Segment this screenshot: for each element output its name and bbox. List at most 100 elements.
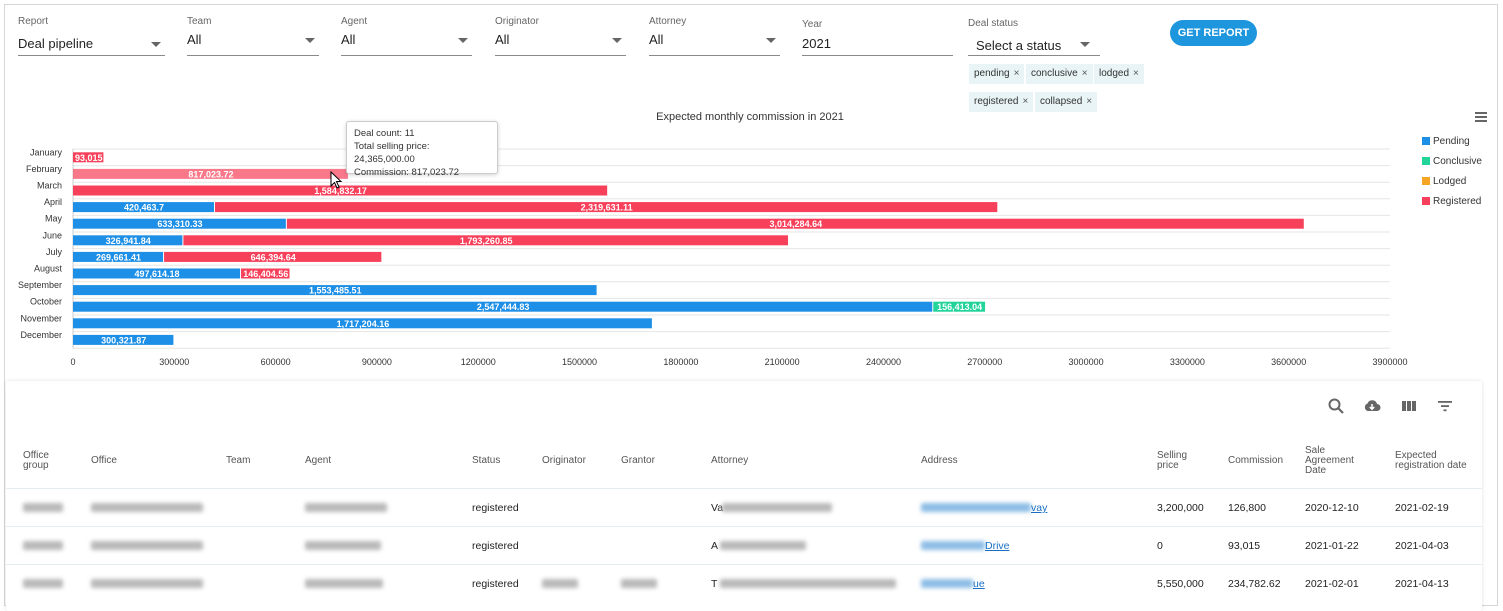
- bar-data-label: 497,614.18: [134, 269, 179, 279]
- bar-data-label: 1,717,204.16: [337, 319, 390, 329]
- redacted-office-group: [23, 503, 63, 512]
- bar-data-label: 326,941.84: [106, 236, 151, 246]
- originator-label: Originator: [495, 16, 539, 27]
- bar-data-label: 300,321.87: [101, 335, 146, 345]
- bar-segment-pending: [73, 218, 286, 229]
- column-header-attorney[interactable]: Attorney: [711, 455, 749, 466]
- y-category-label: May: [45, 214, 63, 224]
- bar-segment-conclusive: [933, 301, 986, 312]
- redacted-attorney: [722, 503, 832, 512]
- close-icon[interactable]: ×: [1022, 96, 1029, 107]
- redacted-attorney: [720, 541, 806, 550]
- close-icon[interactable]: ×: [1086, 96, 1093, 107]
- column-header-sale-agreement-date[interactable]: Sale Agreement Date: [1305, 445, 1354, 476]
- status-chip-registered[interactable]: registered ×: [969, 92, 1034, 112]
- bar-data-label: 156,413.04: [937, 302, 982, 312]
- year-field[interactable]: Year 2021: [802, 16, 953, 56]
- redacted-office: [91, 503, 203, 512]
- cloud-download-icon[interactable]: [1363, 397, 1381, 415]
- bar-segment-pending: [73, 285, 597, 296]
- y-category-label: June: [42, 230, 62, 240]
- chevron-down-icon: [766, 38, 776, 43]
- sale-date-cell: 2021-01-22: [1305, 540, 1359, 552]
- search-icon[interactable]: [1327, 397, 1345, 415]
- x-tick-label: 2100000: [765, 357, 800, 367]
- bar-segment-registered: [214, 202, 998, 213]
- close-icon[interactable]: ×: [1133, 68, 1139, 79]
- view-columns-icon[interactable]: [1400, 397, 1418, 415]
- column-header-commission[interactable]: Commission: [1228, 455, 1284, 466]
- filter-icon[interactable]: [1436, 397, 1454, 415]
- y-category-label: November: [20, 313, 62, 323]
- x-tick-label: 2400000: [866, 357, 901, 367]
- legend-item-registered[interactable]: Registered: [1422, 196, 1481, 207]
- x-tick-label: 0: [70, 357, 75, 367]
- agent-select[interactable]: Agent All: [341, 16, 472, 56]
- y-category-label: April: [44, 197, 62, 207]
- hamburger-menu-icon[interactable]: [1475, 112, 1487, 122]
- column-header-office-group[interactable]: Office group: [23, 450, 49, 471]
- address-link[interactable]: vay: [1031, 502, 1048, 514]
- column-header-grantor[interactable]: Grantor: [621, 455, 655, 466]
- report-label: Report: [18, 16, 49, 27]
- legend-item-pending[interactable]: Pending: [1422, 136, 1470, 147]
- address-link[interactable]: Drive: [985, 540, 1010, 552]
- redacted-address-link[interactable]: [921, 503, 1031, 512]
- bar-data-label: 146,404.56: [243, 269, 288, 279]
- chevron-down-icon: [305, 38, 315, 43]
- close-icon[interactable]: ×: [1081, 68, 1088, 79]
- redacted-address-link[interactable]: [921, 579, 973, 588]
- sale-date-cell: 2021-02-01: [1305, 578, 1359, 590]
- bar-segment-pending: [73, 301, 933, 312]
- legend-item-lodged[interactable]: Lodged: [1422, 176, 1466, 187]
- y-category-label: October: [30, 297, 62, 307]
- address-link[interactable]: ue: [973, 578, 985, 590]
- column-header-team[interactable]: Team: [226, 455, 251, 466]
- legend-item-conclusive[interactable]: Conclusive: [1422, 156, 1482, 167]
- attorney-select[interactable]: Attorney All: [649, 16, 780, 56]
- status-chip-pending[interactable]: pending ×: [969, 64, 1025, 84]
- column-header-office[interactable]: Office: [91, 455, 117, 466]
- redacted-originator: [542, 579, 578, 588]
- bar-segment-pending: [73, 251, 164, 262]
- x-tick-label: 300000: [159, 357, 189, 367]
- deal-status-select[interactable]: Deal status Select a status: [968, 16, 1100, 56]
- redacted-agent: [305, 503, 387, 512]
- chip-label: lodged: [1099, 68, 1130, 79]
- status-cell: registered: [472, 502, 519, 514]
- column-header-address[interactable]: Address: [921, 455, 958, 466]
- close-icon[interactable]: ×: [1013, 68, 1020, 79]
- redacted-address-link[interactable]: [921, 541, 985, 550]
- tooltip-deal-count: Deal count: 11: [354, 128, 415, 139]
- year-value: 2021: [802, 36, 831, 51]
- status-chip-collapsed[interactable]: collapsed ×: [1035, 92, 1098, 112]
- team-select[interactable]: Team All: [187, 16, 319, 56]
- legend-swatch: [1422, 197, 1430, 205]
- team-value: All: [187, 32, 202, 47]
- registration-date-cell: 2021-02-19: [1395, 502, 1449, 514]
- column-header-status[interactable]: Status: [472, 455, 501, 466]
- report-select[interactable]: Report Deal pipeline: [18, 16, 165, 56]
- bar-segment-registered: [73, 152, 104, 163]
- bar-segment-registered: [183, 235, 788, 246]
- tooltip-total-selling-price: Total selling price: 24,365,000.00: [354, 141, 430, 165]
- status-chip-lodged[interactable]: lodged ×: [1094, 64, 1144, 84]
- deals-table-card: [6, 381, 1482, 611]
- x-tick-label: 3900000: [1372, 357, 1407, 367]
- column-header-agent[interactable]: Agent: [305, 455, 332, 466]
- chip-label: pending: [974, 68, 1010, 79]
- bar-data-label: 420,463.7: [124, 203, 164, 213]
- column-header-selling-price[interactable]: Selling price: [1157, 450, 1188, 471]
- column-header-originator[interactable]: Originator: [542, 455, 586, 466]
- get-report-button[interactable]: GET REPORT: [1170, 20, 1257, 46]
- x-tick-label: 3300000: [1170, 357, 1205, 367]
- originator-select[interactable]: Originator All: [495, 16, 626, 56]
- legend-swatch: [1422, 137, 1430, 145]
- status-chip-conclusive[interactable]: conclusive ×: [1026, 64, 1093, 84]
- redacted-attorney: [720, 579, 896, 588]
- y-category-label: September: [18, 280, 62, 290]
- column-header-expected-registration-date[interactable]: Expected registration date: [1395, 450, 1467, 471]
- bar-segment-registered: [286, 218, 1304, 229]
- attorney-cell: Va: [711, 502, 724, 514]
- registration-date-cell: 2021-04-03: [1395, 540, 1449, 552]
